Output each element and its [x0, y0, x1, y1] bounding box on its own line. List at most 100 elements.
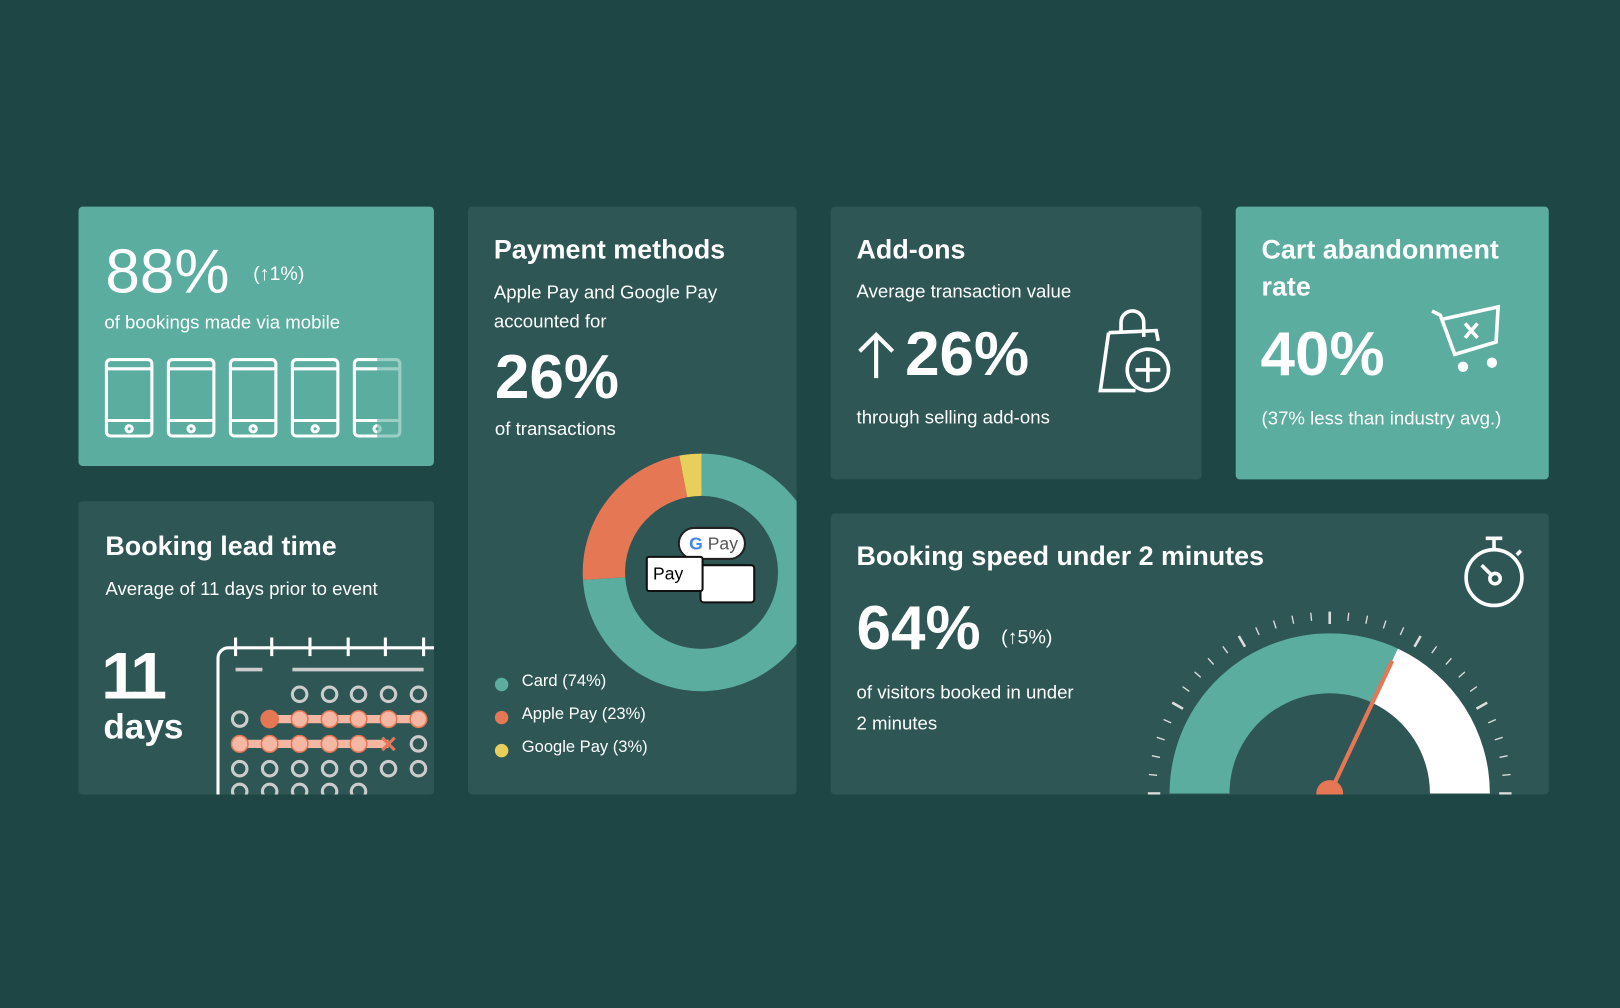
payment-percentage: 26% [494, 341, 619, 412]
lead-time-title: Booking lead time [105, 530, 337, 562]
mobile-bookings-card: 88% (↑1%) of bookings made via mobile [78, 206, 434, 466]
calendar-day [320, 685, 339, 704]
cart-title-line2: rate [1261, 270, 1311, 302]
calendar-day-selected [409, 710, 428, 729]
google-g-icon: G [689, 534, 703, 554]
gauge-tick [1182, 686, 1190, 693]
gauge-tick [1502, 773, 1511, 777]
calendar-day [349, 782, 368, 795]
addons-percentage: 26% [905, 319, 1030, 389]
apple-pay-label: Pay [652, 564, 684, 584]
legend-label: Google Pay (3%) [521, 738, 648, 757]
calendar-day [409, 735, 428, 753]
addons-subtitle: Average transaction value [856, 281, 1072, 302]
apple-pay-badge[interactable]: Pay [645, 555, 704, 593]
phone-partial-mask [377, 357, 403, 439]
donut-slice-card [582, 453, 797, 692]
speed-change: (↑5%) [1001, 627, 1053, 649]
payment-line1: Apple Pay and Google Pay [493, 282, 718, 303]
calendar-day [260, 782, 279, 795]
mobile-caption: of bookings made via mobile [104, 312, 341, 333]
gauge-tick [1237, 635, 1247, 648]
lead-time-card: Booking lead time Average of 11 days pri… [78, 501, 434, 795]
gauge-tick [1194, 671, 1202, 678]
calendar-day-selected [230, 734, 249, 753]
cart-title-line1: Cart abandonment [1261, 233, 1499, 265]
wallet-icons: G Pay Pay [645, 526, 760, 610]
payment-caption: of transactions [494, 418, 616, 440]
calendar-day [409, 759, 428, 778]
gauge-tick [1431, 645, 1438, 654]
phones-icon-row [104, 357, 403, 439]
calendar-icon [216, 637, 434, 795]
addons-title: Add-ons [856, 233, 966, 265]
card-icon [699, 564, 756, 604]
calendar-day [290, 685, 309, 704]
legend-dot [494, 743, 509, 758]
calendar-day [290, 782, 309, 795]
google-pay-badge[interactable]: G Pay [677, 526, 746, 560]
gauge-tick [1365, 615, 1369, 624]
booking-date-marker [260, 709, 279, 729]
gauge-tick [1469, 686, 1478, 693]
booking-range-bar [269, 714, 419, 724]
gauge-remaining-arc [1372, 648, 1490, 794]
cart-x-icon [1431, 304, 1501, 372]
calendar-day-selected [260, 734, 279, 753]
mobile-change: (↑1%) [253, 263, 305, 286]
gauge-tick [1499, 755, 1508, 759]
addons-card: Add-ons Average transaction value 26% th… [830, 206, 1202, 480]
gauge-tick [1291, 615, 1295, 624]
gauge-tick [1382, 620, 1387, 629]
calendar-day [290, 759, 309, 778]
calendar-day [230, 782, 249, 795]
payment-line2: accounted for [493, 310, 607, 332]
calendar-day-selected [320, 734, 339, 753]
legend-dot [494, 677, 509, 692]
speed-caption-line1: of visitors booked in under [856, 681, 1074, 703]
phone-icon [228, 358, 278, 438]
event-date-x-icon [381, 736, 396, 752]
gauge-needle-pivot [1316, 780, 1344, 795]
phone-icon [290, 358, 340, 438]
cart-abandonment-card: Cart abandonment rate 40% (37% less than… [1235, 206, 1549, 480]
payment-donut-chart [582, 453, 797, 692]
calendar-day [320, 759, 339, 778]
calendar-day [320, 782, 339, 795]
gauge-tick [1156, 736, 1165, 741]
speed-gauge [1147, 611, 1512, 795]
gauge-tick [1207, 657, 1215, 665]
legend-dot [494, 710, 509, 725]
shopping-bag-plus-icon [1098, 309, 1171, 393]
speed-title: Booking speed under 2 minutes [856, 540, 1265, 572]
stopwatch-icon [1464, 536, 1524, 608]
phone-icon [104, 358, 154, 438]
gauge-filled-arc [1169, 633, 1398, 794]
calendar-day [379, 759, 398, 778]
gauge-tick [1494, 736, 1503, 741]
calendar-day-selected [379, 710, 398, 729]
gauge-tick [1445, 657, 1452, 665]
gauge-tick [1458, 671, 1466, 678]
calendar-day [349, 759, 368, 778]
mobile-percentage: 88% [105, 236, 230, 306]
google-pay-label: Pay [707, 534, 738, 554]
calendar-day-selected [290, 734, 309, 753]
phone-icon [166, 358, 216, 438]
gauge-tick [1255, 627, 1260, 636]
addons-caption: through selling add-ons [856, 407, 1050, 428]
calendar-day-selected [320, 710, 339, 729]
lead-time-unit: days [103, 707, 184, 748]
calendar-day [409, 685, 428, 704]
calendar-day [349, 685, 368, 704]
gauge-tick [1163, 718, 1172, 724]
gauge-tick [1148, 773, 1158, 777]
gauge-tick [1151, 755, 1161, 759]
calendar-day-selected [290, 710, 309, 729]
booking-range-bar [239, 739, 389, 749]
gauge-tick [1272, 620, 1277, 629]
payment-methods-card: Payment methods Apple Pay and Google Pay… [468, 206, 797, 795]
gauge-tick [1310, 612, 1313, 621]
gauge-needle [1327, 659, 1395, 795]
speed-caption-line2: 2 minutes [856, 712, 938, 734]
